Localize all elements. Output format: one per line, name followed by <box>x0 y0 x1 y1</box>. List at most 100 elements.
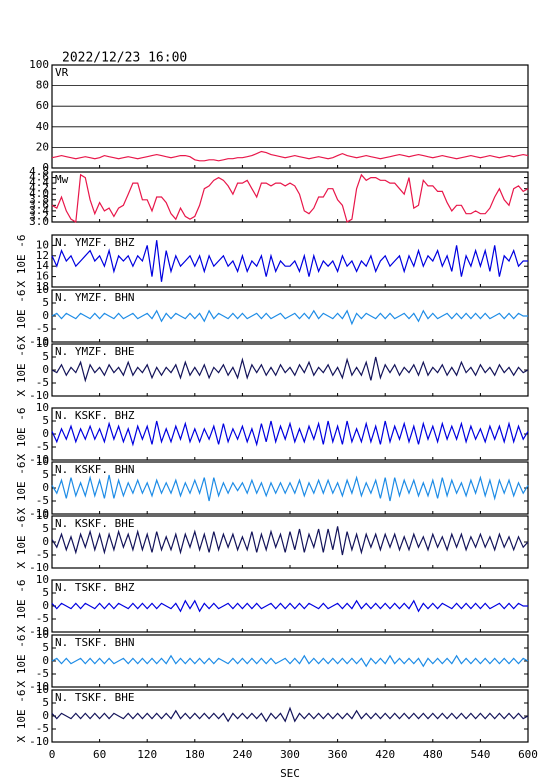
y-axis-label: X 10E -6 <box>15 580 28 633</box>
y-tick-label: -5 <box>36 322 49 335</box>
y-tick-label: 4.0 <box>29 187 49 200</box>
y-tick-label: 0 <box>42 654 49 667</box>
y-tick-label: -5 <box>36 612 49 625</box>
trace <box>51 240 528 282</box>
panel-frame <box>51 64 529 169</box>
x-tick-label: 240 <box>232 748 252 761</box>
trace <box>51 526 529 556</box>
y-tick-label: 10 <box>36 628 49 641</box>
y-axis-label: X 10E -6 <box>15 235 28 288</box>
chart-title: 2022/12/23 16:00 <box>62 51 187 66</box>
y-tick-label: 10 <box>36 401 49 414</box>
trace <box>51 420 529 447</box>
panel-name: N. KSKF. BHZ <box>55 409 135 422</box>
y-tick-label: 5 <box>42 414 49 427</box>
y-tick-label: 3.4 <box>29 204 49 217</box>
y-tick-label: 0 <box>42 599 49 612</box>
y-tick-label: 5 <box>42 350 49 363</box>
x-tick-label: 540 <box>470 748 490 761</box>
trace <box>51 309 528 326</box>
x-tick-label: 420 <box>375 748 395 761</box>
y-tick-label: 10 <box>36 283 49 296</box>
y-tick-label: 80 <box>36 79 49 92</box>
trace <box>51 654 529 668</box>
x-tick-label: 0 <box>49 748 56 761</box>
y-tick-label: 4.4 <box>29 176 49 189</box>
x-tick-label: 60 <box>93 748 106 761</box>
y-axis-label: X 10E -6 <box>15 690 28 743</box>
y-tick-label: 10 <box>36 509 49 522</box>
y-tick-label: -10 <box>29 453 49 466</box>
y-tick-label: 18 <box>36 280 49 293</box>
y-tick-label: 5 <box>42 696 49 709</box>
y-tick-label: -5 <box>36 667 49 680</box>
y-tick-label: -5 <box>36 376 49 389</box>
x-axis-label: SEC <box>280 767 300 780</box>
y-tick-label: 3.0 <box>29 215 49 228</box>
y-tick-label: 5 <box>42 641 49 654</box>
y-tick-label: 14 <box>36 259 50 272</box>
y-axis-label: X 10E -6 <box>15 516 28 569</box>
y-axis-label: X 10E -6 <box>15 408 28 461</box>
y-tick-label: -5 <box>36 494 49 507</box>
y-tick-label: 5 <box>42 586 49 599</box>
panel-name: N. YMZF. BHZ <box>55 236 135 249</box>
y-tick-label: 5 <box>42 468 49 481</box>
x-tick-label: 120 <box>137 748 157 761</box>
y-tick-label: 0 <box>42 535 49 548</box>
y-tick-label: 3.6 <box>29 198 49 211</box>
trace <box>51 173 529 223</box>
y-tick-label: 0 <box>42 309 49 322</box>
panel-name: N. TSKF. BHN <box>55 636 134 649</box>
y-tick-label: 10 <box>36 683 49 696</box>
y-tick-label: 10 <box>36 573 49 586</box>
y-tick-label: 60 <box>36 99 49 112</box>
y-axis-label: X 10E -6 <box>15 462 28 515</box>
y-tick-label: 4.2 <box>29 182 49 195</box>
panel-name: N. TSKF. BHZ <box>55 581 135 594</box>
y-axis-label: X 10E -6 <box>15 635 28 688</box>
x-tick-label: 180 <box>185 748 205 761</box>
y-tick-label: -10 <box>29 561 49 574</box>
y-tick-label: 0 <box>42 481 49 494</box>
y-tick-label: 10 <box>36 238 49 251</box>
y-tick-label: 10 <box>36 455 49 468</box>
x-tick-label: 360 <box>328 748 348 761</box>
y-axis-label: X 10E -6 <box>15 344 28 397</box>
panel-name: N. YMZF. BHE <box>55 345 134 358</box>
y-tick-label: -5 <box>36 440 49 453</box>
y-tick-label: 0 <box>42 161 49 174</box>
y-tick-label: -5 <box>36 548 49 561</box>
trace <box>51 706 529 723</box>
trace <box>51 599 528 613</box>
y-tick-label: 3.2 <box>29 209 49 222</box>
y-tick-label: 0 <box>42 709 49 722</box>
x-tick-label: 600 <box>518 748 538 761</box>
panel-frame <box>51 171 529 223</box>
y-tick-label: 16 <box>36 270 49 283</box>
y-tick-label: -10 <box>29 507 49 520</box>
panel-name: N. YMZF. BHN <box>55 291 134 304</box>
y-tick-label: 40 <box>36 120 49 133</box>
y-tick-label: 100 <box>29 58 49 71</box>
y-tick-label: 4.8 <box>29 165 49 178</box>
panel-name: N. KSKF. BHN <box>55 463 134 476</box>
y-tick-label: -10 <box>29 735 49 748</box>
y-tick-label: -5 <box>36 722 49 735</box>
y-tick-label: -10 <box>29 335 49 348</box>
panel-name: N. TSKF. BHE <box>55 691 134 704</box>
x-tick-label: 300 <box>280 748 300 761</box>
y-tick-label: 5 <box>42 296 49 309</box>
y-tick-label: 0 <box>42 363 49 376</box>
panel-name: VR <box>55 66 69 79</box>
panel-name: N. KSKF. BHE <box>55 517 134 530</box>
y-tick-label: -10 <box>29 625 49 638</box>
y-tick-label: -10 <box>29 389 49 402</box>
x-tick-label: 480 <box>423 748 443 761</box>
y-tick-label: 5 <box>42 522 49 535</box>
panel-name: Mw <box>55 173 69 186</box>
y-tick-label: 12 <box>36 249 49 262</box>
y-tick-label: 0 <box>42 427 49 440</box>
y-axis-label: X 10E -6 <box>15 290 28 343</box>
